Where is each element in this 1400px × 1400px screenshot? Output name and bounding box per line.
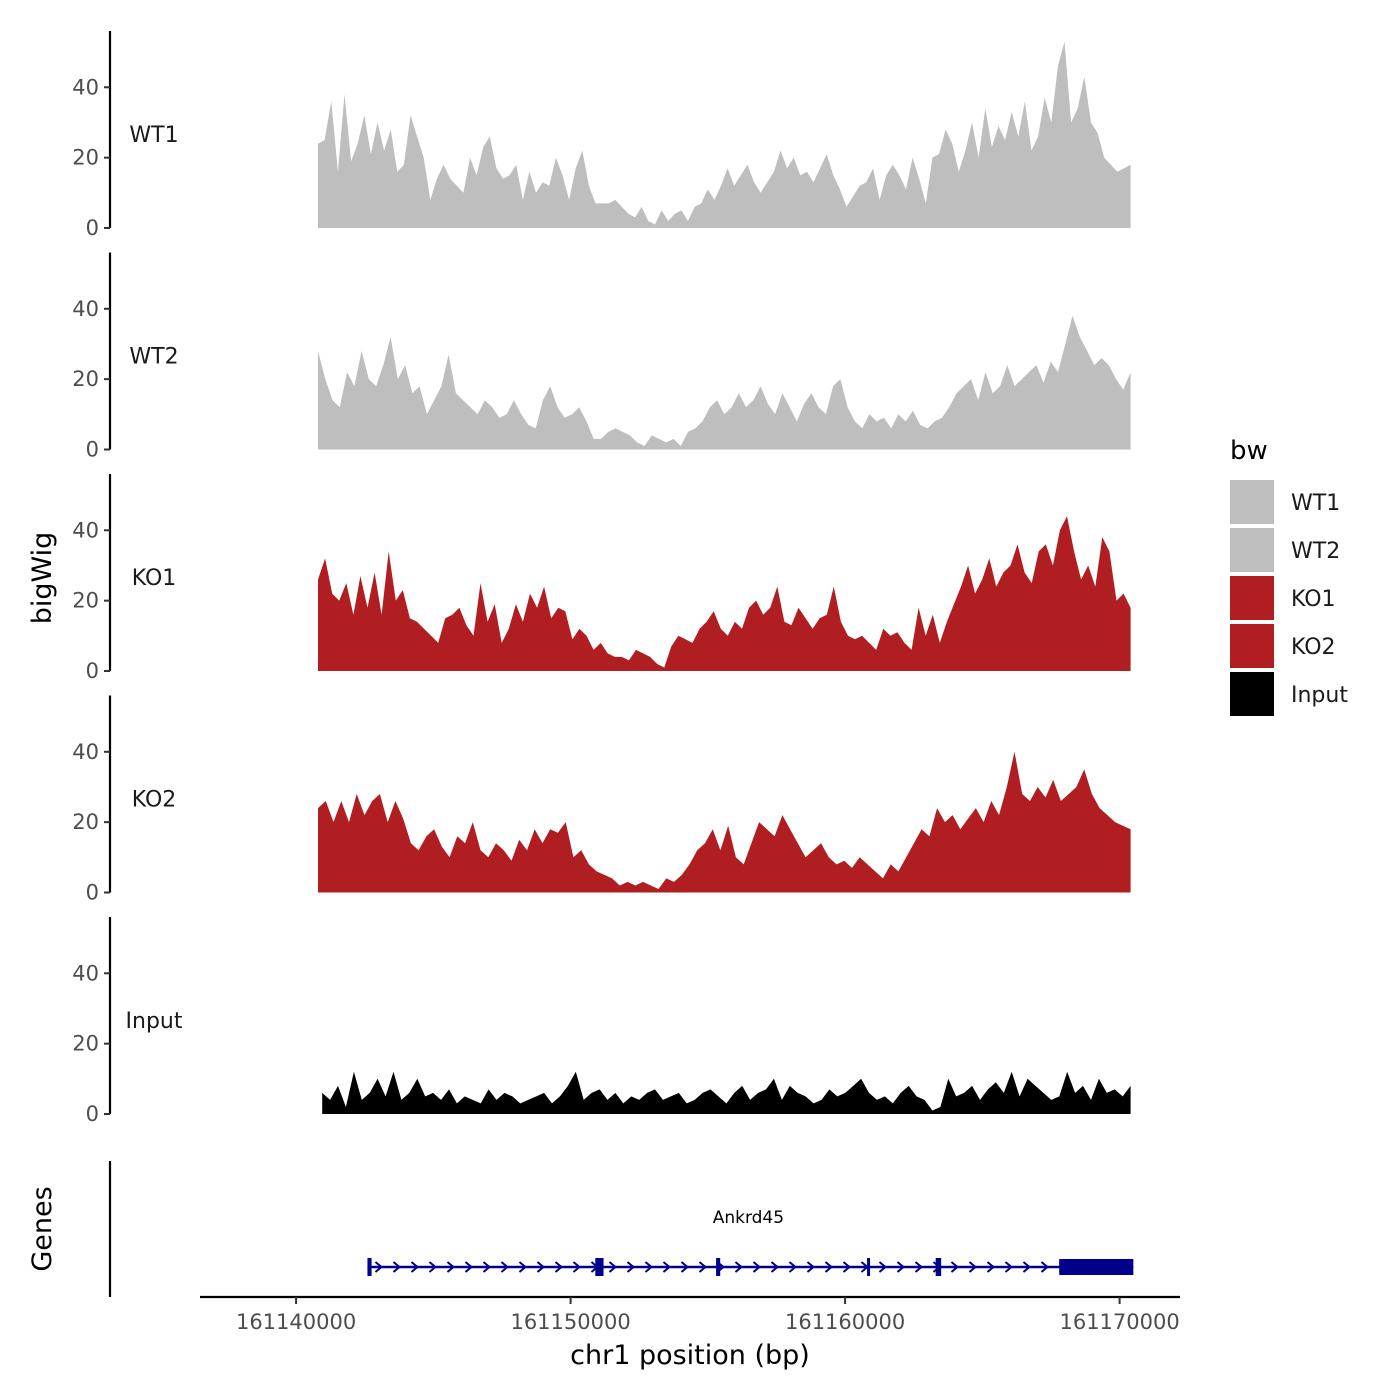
y-tick-label: 0 <box>86 216 99 240</box>
strand-arrow <box>1022 1261 1032 1273</box>
y-tick-label: 20 <box>72 589 99 613</box>
x-tick-label: 161140000 <box>236 1310 356 1334</box>
legend-title: bw <box>1230 436 1268 466</box>
strand-arrow <box>788 1261 798 1273</box>
gene-exon <box>1059 1259 1134 1275</box>
track-label: WT1 <box>129 123 178 148</box>
genes-axis-title: Genes <box>27 1186 58 1271</box>
x-axis-title: chr1 position (bp) <box>570 1340 810 1371</box>
strand-arrow <box>626 1261 636 1273</box>
legend-swatch-wt1 <box>1230 480 1274 524</box>
track-label: WT2 <box>129 345 178 370</box>
y-tick-label: 0 <box>86 881 99 905</box>
gene-exon <box>716 1258 721 1276</box>
track-area-input <box>322 1071 1131 1114</box>
strand-arrow <box>878 1261 888 1273</box>
genes-layer: Ankrd45 <box>108 1161 1134 1297</box>
track-label: KO1 <box>132 566 177 591</box>
strand-arrow <box>446 1261 456 1273</box>
tracks-layer: 0 20 40 WT1 0 20 40 WT2 0 20 40 KO1 0 20 40 KO2 0 20 40 Inp… <box>72 31 1131 1126</box>
strand-arrow <box>500 1261 510 1273</box>
strand-arrow <box>392 1261 402 1273</box>
strand-arrow <box>842 1261 852 1273</box>
y-tick-label: 0 <box>86 438 99 462</box>
x-tick-label: 161150000 <box>510 1310 630 1334</box>
y-tick-label: 40 <box>72 75 99 99</box>
gene-ankrd45: Ankrd45 <box>367 1208 1134 1276</box>
strand-arrow <box>914 1261 924 1273</box>
x-tick-label: 161160000 <box>785 1310 905 1334</box>
y-tick-label: 20 <box>72 367 99 391</box>
strand-arrow <box>698 1261 708 1273</box>
strand-arrow <box>950 1261 960 1273</box>
y-tick-label: 0 <box>86 1102 99 1126</box>
gene-exon <box>867 1258 871 1276</box>
strand-arrow <box>806 1261 816 1273</box>
track-area-ko1 <box>318 516 1131 671</box>
gene-exon <box>595 1258 604 1276</box>
track-area-wt1 <box>318 41 1131 228</box>
track-input: 0 20 40 Input <box>72 917 1131 1126</box>
gene-exon <box>367 1258 372 1276</box>
strand-arrow <box>428 1261 438 1273</box>
track-label: Input <box>126 1009 183 1034</box>
x-tick-label: 161170000 <box>1059 1310 1179 1334</box>
track-wt1: 0 20 40 WT1 <box>72 31 1131 240</box>
strand-arrow <box>824 1261 834 1273</box>
strand-arrow <box>986 1261 996 1273</box>
legend-label-ko1: KO1 <box>1291 587 1336 612</box>
strand-arrow <box>482 1261 492 1273</box>
y-tick-label: 0 <box>86 659 99 683</box>
legend-label-input: Input <box>1291 683 1348 708</box>
strand-arrow <box>410 1261 420 1273</box>
track-ko2: 0 20 40 KO2 <box>72 695 1131 905</box>
strand-arrow <box>968 1261 978 1273</box>
x-axis: 161140000 161150000 161160000 161170000 <box>200 1295 1180 1334</box>
gene-label: Ankrd45 <box>713 1208 784 1228</box>
y-tick-label: 40 <box>72 297 99 321</box>
strand-arrow <box>644 1261 654 1273</box>
strand-arrow <box>662 1261 672 1273</box>
legend: bw WT1 WT2 KO1 KO2 Input <box>1230 436 1348 716</box>
track-label: KO2 <box>132 788 177 813</box>
strand-arrow <box>752 1261 762 1273</box>
track-wt2: 0 20 40 WT2 <box>72 252 1131 462</box>
strand-arrow <box>1040 1261 1050 1273</box>
legend-label-wt2: WT2 <box>1291 539 1340 564</box>
strand-arrow <box>518 1261 528 1273</box>
legend-swatch-input <box>1230 672 1274 716</box>
strand-arrow <box>1004 1261 1014 1273</box>
y-axis-title: bigWig <box>27 532 58 625</box>
y-tick-label: 20 <box>72 810 99 834</box>
legend-swatch-wt2 <box>1230 528 1274 572</box>
y-tick-label: 20 <box>72 1032 99 1056</box>
y-tick-label: 40 <box>72 740 99 764</box>
y-tick-label: 40 <box>72 518 99 542</box>
strand-arrow <box>896 1261 906 1273</box>
strand-arrow <box>572 1261 582 1273</box>
legend-swatch-ko1 <box>1230 576 1274 620</box>
y-tick-label: 20 <box>72 146 99 170</box>
strand-arrow <box>734 1261 744 1273</box>
strand-arrow <box>770 1261 780 1273</box>
strand-arrow <box>680 1261 690 1273</box>
legend-label-wt1: WT1 <box>1291 491 1340 516</box>
track-area-wt2 <box>318 315 1131 450</box>
y-tick-label: 40 <box>72 961 99 985</box>
strand-arrow <box>536 1261 546 1273</box>
track-area-ko2 <box>318 751 1131 893</box>
track-ko1: 0 20 40 KO1 <box>72 474 1131 683</box>
strand-arrow <box>608 1261 618 1273</box>
strand-arrow <box>374 1261 384 1273</box>
strand-arrow <box>554 1261 564 1273</box>
legend-swatch-ko2 <box>1230 624 1274 668</box>
strand-arrow <box>464 1261 474 1273</box>
legend-label-ko2: KO2 <box>1291 635 1336 660</box>
gene-exon <box>935 1258 942 1276</box>
